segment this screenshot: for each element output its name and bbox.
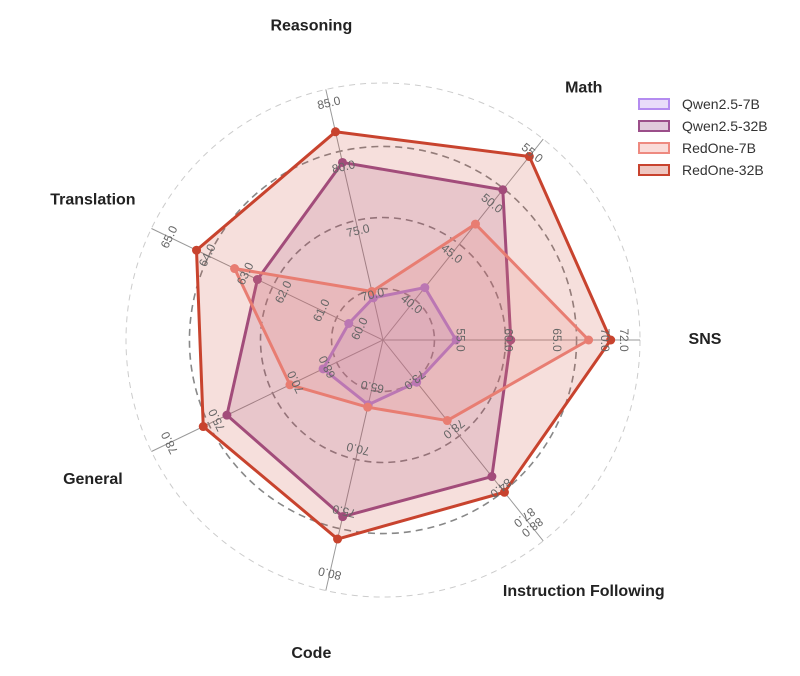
tick-label: 75.0 xyxy=(345,221,371,240)
data-point xyxy=(442,416,452,426)
data-point xyxy=(498,185,508,195)
legend-item: RedOne-7B xyxy=(638,137,768,159)
data-point xyxy=(499,487,509,497)
series-area xyxy=(233,222,591,423)
tick-label: 65.0 xyxy=(550,328,564,352)
data-point xyxy=(337,157,347,167)
series-area xyxy=(225,160,513,519)
data-point xyxy=(363,402,373,412)
data-point xyxy=(338,512,348,522)
axis-spoke xyxy=(151,339,384,452)
tick-label: 70.0 xyxy=(345,440,371,459)
data-point xyxy=(252,275,262,285)
data-point xyxy=(584,335,594,345)
tick-label: 85.0 xyxy=(316,93,342,112)
data-point xyxy=(487,472,497,482)
axis-spoke xyxy=(151,228,384,341)
legend-label: RedOne-32B xyxy=(682,162,764,178)
tick-label: 60.0 xyxy=(502,328,516,352)
data-point xyxy=(230,264,240,274)
legend-item: RedOne-32B xyxy=(638,159,768,181)
axis-label: Reasoning xyxy=(270,17,352,34)
tick-label: 80.0 xyxy=(331,157,357,176)
data-point xyxy=(222,410,232,420)
tick-label: 80.0 xyxy=(316,564,342,583)
tick-label: 55.0 xyxy=(454,328,468,352)
data-point xyxy=(333,534,343,544)
tick-label: 75.0 xyxy=(331,502,357,521)
data-point xyxy=(318,364,328,374)
data-point xyxy=(606,335,616,345)
axis-label: General xyxy=(63,471,123,488)
data-point xyxy=(285,380,295,390)
tick-label: 70.0 xyxy=(360,285,386,304)
axis-label: Math xyxy=(565,79,602,96)
legend-label: RedOne-7B xyxy=(682,140,756,156)
data-point xyxy=(412,377,422,387)
axis-spoke xyxy=(382,138,544,341)
axis-label: Instruction Following xyxy=(503,583,665,600)
tick-label: 65.0 xyxy=(359,377,385,396)
legend-swatch xyxy=(638,120,670,132)
tick-label: 72.0 xyxy=(617,328,631,352)
data-point xyxy=(367,286,377,296)
data-point xyxy=(506,335,516,345)
data-point xyxy=(330,127,340,137)
legend-label: Qwen2.5-7B xyxy=(682,96,760,112)
axis-spoke xyxy=(325,339,384,591)
data-point xyxy=(344,319,354,329)
data-point xyxy=(470,219,480,229)
legend: Qwen2.5-7B Qwen2.5-32B RedOne-7B RedOne-… xyxy=(638,93,768,181)
data-point xyxy=(524,152,534,162)
axis-label: SNS xyxy=(689,331,722,348)
data-point xyxy=(451,335,461,345)
legend-swatch xyxy=(638,98,670,110)
tick-label: 70.0 xyxy=(598,328,612,352)
series-area xyxy=(195,130,613,541)
tick-label: 65.0 xyxy=(158,223,181,250)
data-point xyxy=(192,245,202,255)
legend-swatch xyxy=(638,164,670,176)
data-point xyxy=(420,283,430,293)
legend-swatch xyxy=(638,142,670,154)
legend-item: Qwen2.5-32B xyxy=(638,115,768,137)
series-area xyxy=(321,286,458,407)
axis-spoke xyxy=(382,339,544,542)
axis-label: Translation xyxy=(50,192,135,209)
tick-label: 78.0 xyxy=(158,429,181,456)
data-point xyxy=(198,422,208,432)
legend-label: Qwen2.5-32B xyxy=(682,118,768,134)
axis-label: Code xyxy=(291,645,331,662)
legend-item: Qwen2.5-7B xyxy=(638,93,768,115)
